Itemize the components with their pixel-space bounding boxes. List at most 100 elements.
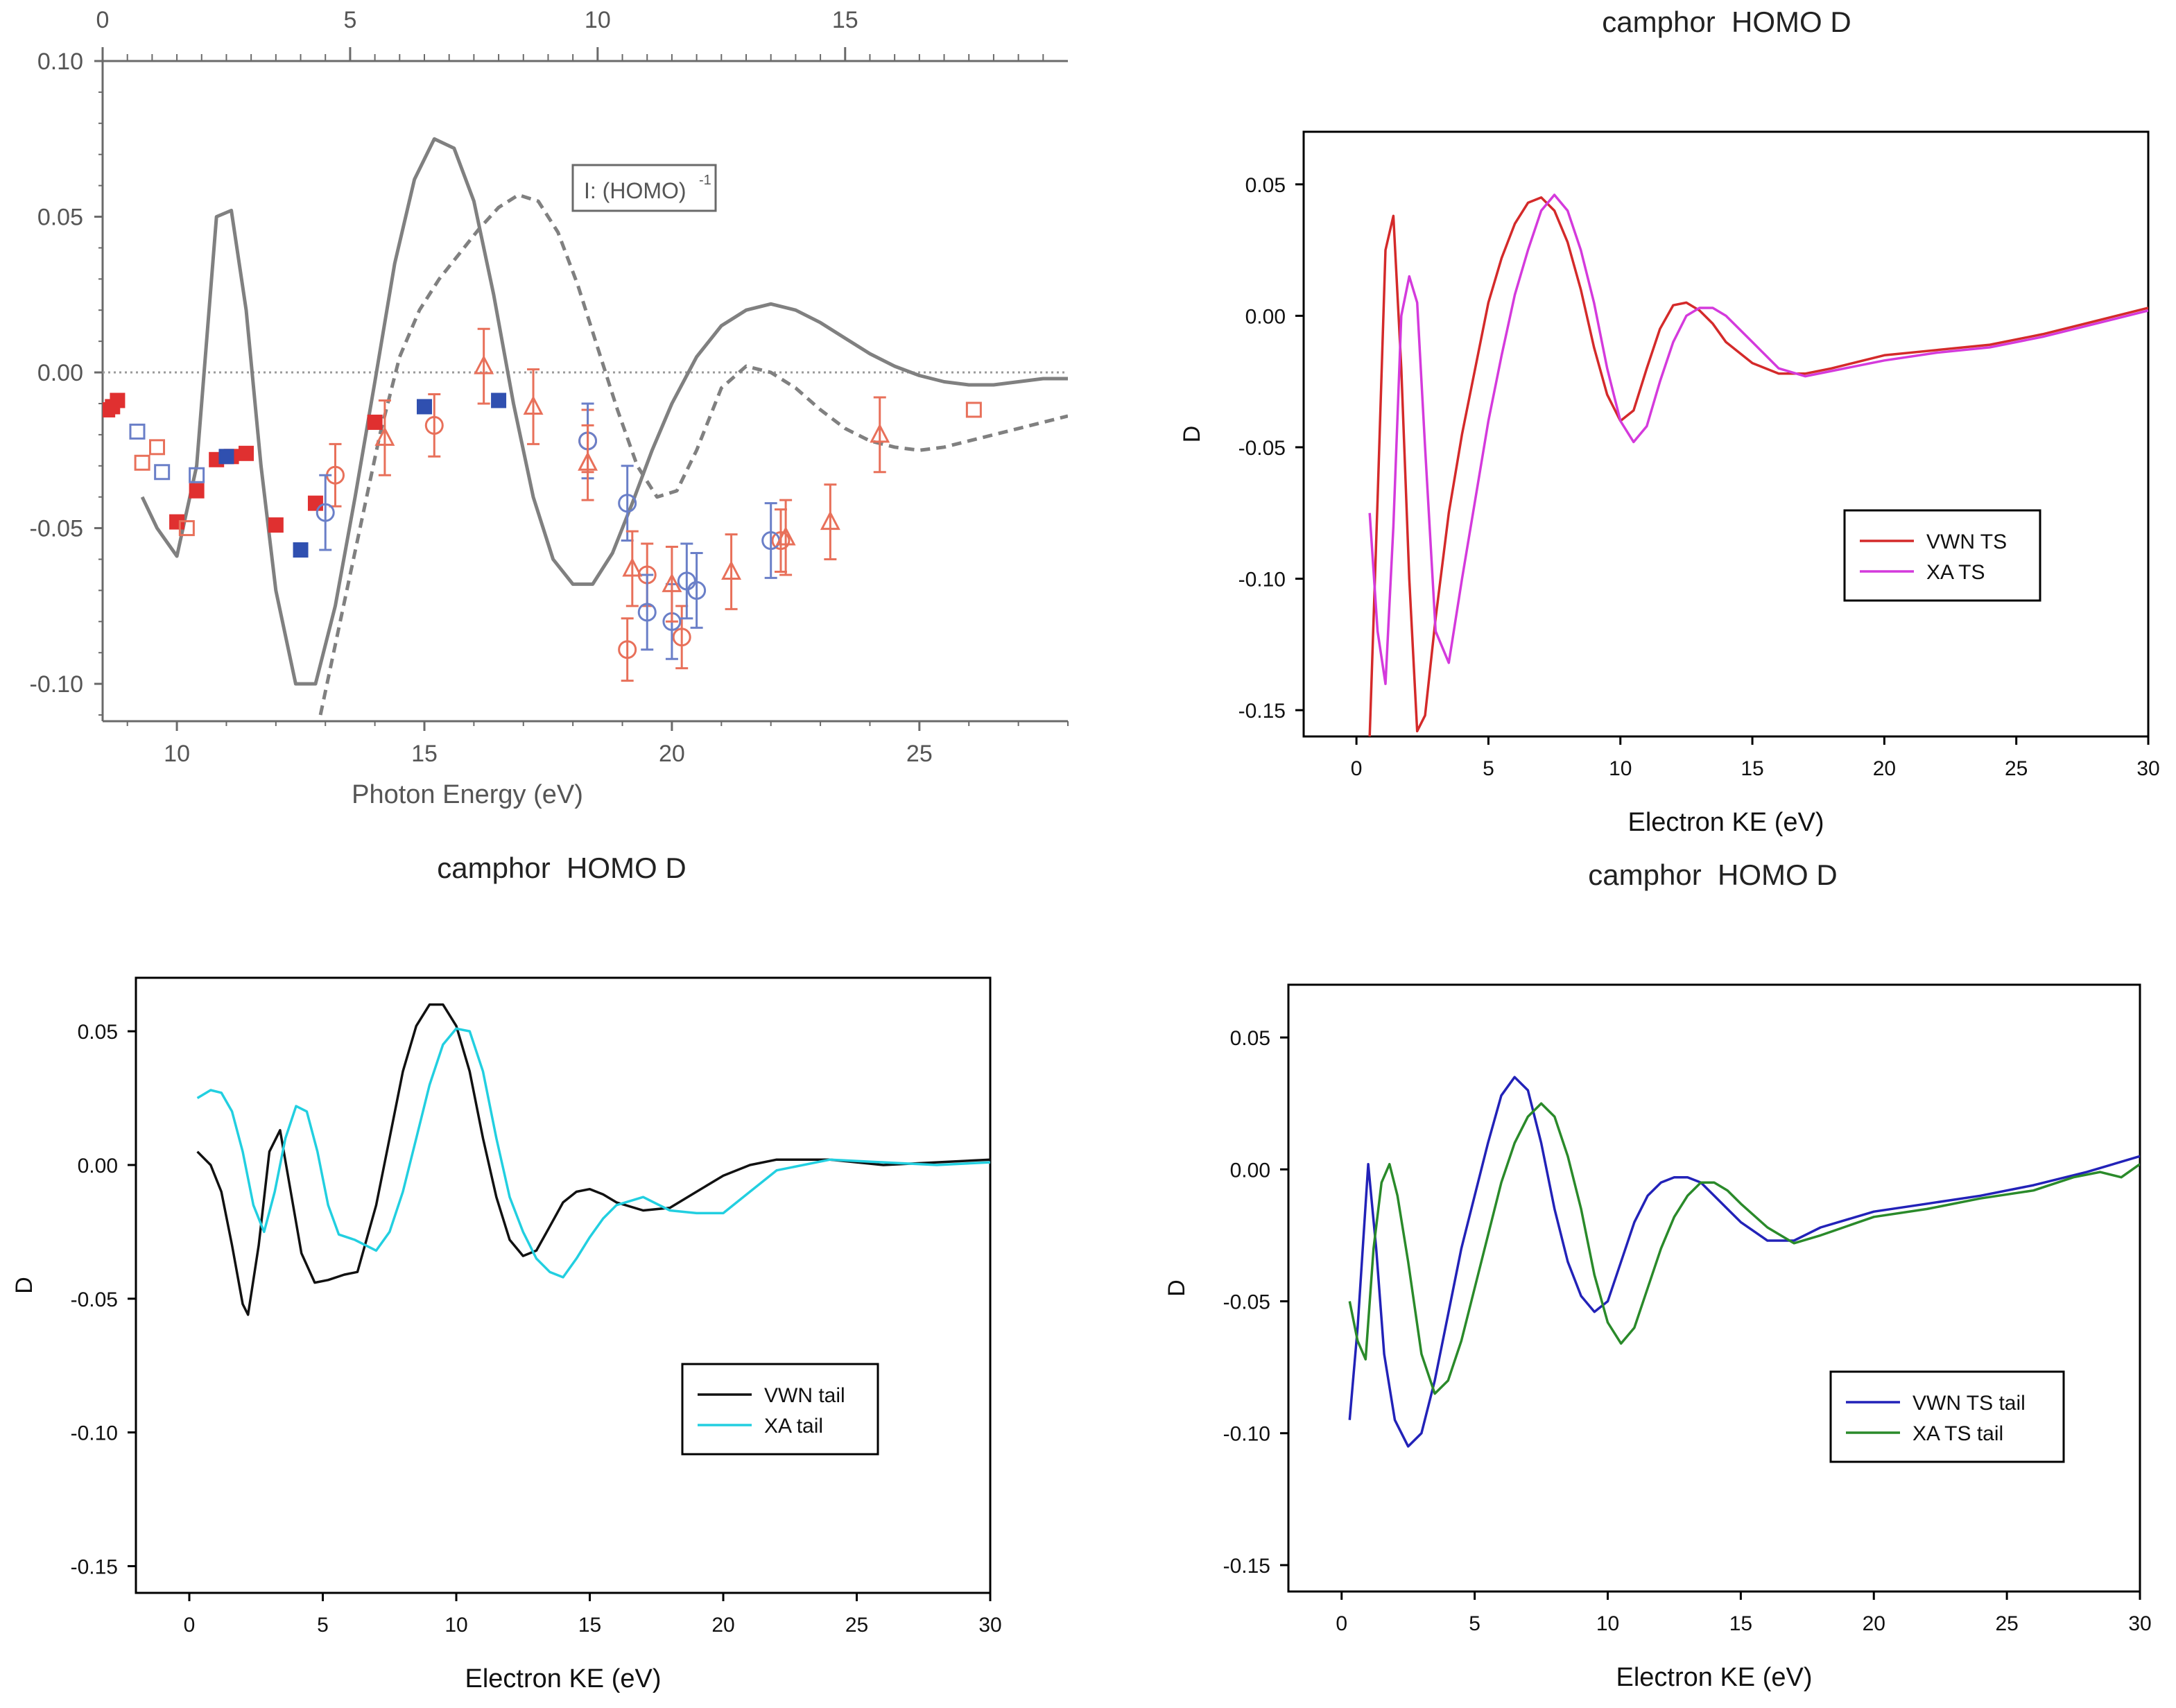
data-point	[218, 449, 234, 465]
data-point	[110, 393, 126, 408]
data-point	[189, 483, 205, 499]
x-tick-label: 25	[2005, 757, 2028, 780]
data-point	[965, 402, 982, 418]
data-point	[578, 451, 598, 471]
series-line-xa-ts	[1368, 193, 2148, 685]
series-line-vwn-ts-tail	[1348, 1076, 2140, 1448]
x-tick-label: 20	[1873, 757, 1896, 780]
series-red-open-squares	[134, 402, 982, 537]
y-tick-label: 0.05	[1230, 1027, 1270, 1050]
x-tick-label: 15	[1729, 1612, 1752, 1635]
series-line-vwn-tail	[196, 1003, 990, 1316]
y-tick-label: -0.10	[1223, 1423, 1270, 1446]
y-tick-label: 0.00	[37, 360, 83, 386]
y-axis-label: D	[1179, 426, 1205, 443]
solid-curve	[140, 137, 1068, 686]
x-tick-label: 30	[2136, 757, 2159, 780]
series-blue-circles	[316, 402, 781, 660]
y-tick-label: -0.05	[1223, 1291, 1270, 1314]
tstail-chart-svg: 0.05 0.00 -0.05 -0.10 -0.15 0 5 10 15 20 25 30 Elect…	[1164, 983, 2152, 1692]
series-dashed	[318, 193, 1068, 716]
x-tick-label: 5	[1469, 1612, 1480, 1635]
data-point	[374, 426, 395, 446]
legend-box	[681, 1363, 879, 1456]
legend-label: XA tail	[764, 1415, 823, 1438]
y-tick-label: -0.05	[1238, 437, 1286, 460]
series-red-filled-squares	[103, 393, 383, 533]
x-tick-label: 10	[1596, 1612, 1619, 1635]
tstail-chart-title: camphor HOMO D	[1588, 859, 1838, 891]
legend-box	[1829, 1370, 2065, 1463]
data-point	[721, 560, 742, 580]
y-tick-label: -0.15	[71, 1555, 118, 1578]
x-tick-label: 20	[1863, 1612, 1885, 1635]
data-point	[316, 503, 335, 522]
x-tick-label: 5	[317, 1614, 329, 1637]
ts-chart: 0.05 0.00 -0.05 -0.10 -0.15 0 5 10 15 20 25 30 Elect…	[1137, 97, 2176, 853]
series-red-circles	[326, 393, 791, 682]
x-tick-label: 15	[578, 1614, 601, 1637]
ts-chart-svg: 0.05 0.00 -0.05 -0.10 -0.15 0 5 10 15 20 25 30 Elect…	[1179, 130, 2160, 837]
series-red-triangles	[374, 327, 890, 623]
data-point	[687, 580, 707, 600]
y-tick-label: 0.05	[37, 205, 83, 231]
legend-box	[1843, 509, 2041, 602]
series-blue-filled-squares	[218, 393, 507, 558]
legend-label: VWN TS	[1926, 530, 2007, 553]
y-tick-label: -0.05	[30, 516, 84, 542]
x-tick-label: 10	[444, 1614, 467, 1637]
x-tick-label: 10	[164, 741, 190, 767]
annotation-box	[571, 164, 717, 212]
legend-label: XA TS	[1926, 561, 1985, 584]
data-point	[672, 628, 691, 647]
data-point	[491, 393, 507, 408]
legend-label: VWN TS tail	[1912, 1392, 2026, 1415]
x-axis-label: Photon Energy (eV)	[352, 780, 583, 809]
data-point	[662, 573, 682, 592]
data-point	[268, 517, 284, 533]
plot-frame	[1287, 983, 2141, 1593]
x-tick-label: 0	[1351, 757, 1363, 780]
y-tick-label: 0.00	[1230, 1159, 1270, 1182]
y-tick-label: -0.10	[71, 1422, 118, 1445]
tail-chart-svg: 0.05 0.00 -0.05 -0.10 -0.15 0 5 10 15 20 25 30 Elect…	[11, 976, 1002, 1693]
y-tick-label: 0.05	[78, 1021, 118, 1044]
data-point	[293, 542, 309, 558]
data-point	[129, 423, 146, 440]
y-tick-label: 0.00	[1245, 305, 1286, 328]
x-axis-label: Electron KE (eV)	[465, 1664, 662, 1693]
y-tick-label: 0.05	[1245, 174, 1286, 197]
data-point	[870, 423, 890, 443]
experimental-chart: 0.10 0.05 0.00 -0.05 -0.10 10 15 20 25 0 5 10 15 Phot…	[0, 0, 1082, 832]
x-tick-label: 25	[1995, 1612, 2018, 1635]
annotation: I: (HOMO) -1	[571, 164, 717, 212]
data-point	[417, 399, 432, 415]
data-point	[637, 603, 657, 622]
plot-frame	[1302, 130, 2150, 738]
top-tick-label: 0	[96, 7, 110, 33]
y-axis-label: D	[11, 1277, 37, 1294]
data-point	[771, 531, 791, 551]
series-line-xa-ts-tail	[1348, 1102, 2140, 1395]
data-point	[134, 454, 150, 471]
legend-label: VWN tail	[764, 1384, 845, 1407]
data-point	[474, 354, 494, 374]
plot-frame	[135, 976, 992, 1594]
x-tick-label: 0	[1336, 1612, 1347, 1635]
x-tick-label: 15	[1741, 757, 1763, 780]
series-line-xa-tail	[196, 1027, 990, 1279]
series-blue-open-squares	[129, 423, 205, 483]
data-point	[618, 640, 637, 659]
tstail-chart: 0.05 0.00 -0.05 -0.10 -0.15 0 5 10 15 20 25 30 Elect…	[1137, 950, 2176, 1708]
tail-chart-title: camphor HOMO D	[437, 852, 687, 884]
data-point	[239, 445, 254, 461]
x-tick-label: 25	[906, 741, 933, 767]
y-tick-label: -0.05	[71, 1288, 118, 1311]
top-tick-label: 15	[832, 7, 858, 33]
data-point	[622, 557, 643, 577]
data-point	[820, 510, 840, 530]
series-solid	[140, 137, 1068, 686]
x-tick-label: 20	[659, 741, 685, 767]
annotation-text: I: (HOMO)	[584, 178, 687, 203]
data-point	[677, 571, 696, 591]
